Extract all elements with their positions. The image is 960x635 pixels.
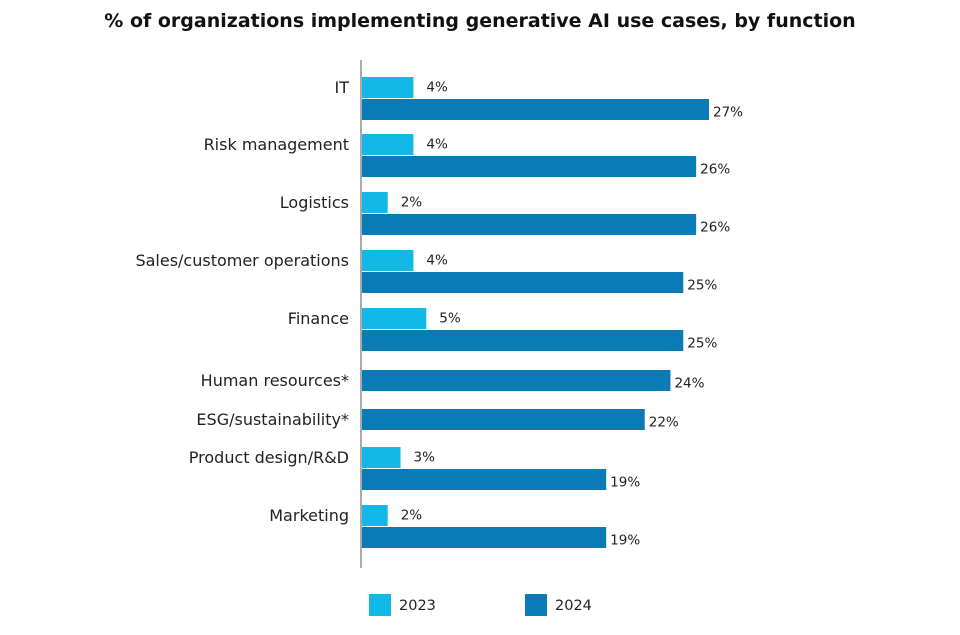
bar-2023 [362,192,388,213]
bar-2024 [362,409,645,430]
category-label: Product design/R&D [189,448,349,467]
category-label: Logistics [280,193,349,212]
bar-2024 [362,330,684,351]
data-label-2024: 26% [700,220,730,236]
bar-2024 [362,272,684,293]
data-label-2023: 5% [439,311,461,327]
category-label: Sales/customer operations [135,251,349,270]
data-label-2024: 19% [610,533,640,549]
bar-2023 [362,77,414,98]
data-label-2024: 27% [713,105,743,121]
bar-2023 [362,505,388,526]
category-label: Finance [288,309,349,328]
bar-2023 [362,250,414,271]
category-label: Marketing [269,506,349,525]
bar-2023 [362,134,414,155]
data-label-2024: 19% [610,475,640,491]
category-label: ESG/sustainability* [196,410,349,429]
legend-label-2023: 2023 [399,598,436,614]
bar-2024 [362,156,697,177]
chart-title: % of organizations implementing generati… [104,10,856,32]
category-label: IT [335,78,350,97]
bar-2024 [362,469,607,490]
bar-2024 [362,99,709,120]
legend-swatch-2023 [369,594,391,616]
bar-2024 [362,370,671,391]
data-label-2023: 4% [426,253,448,269]
data-label-2024: 25% [687,278,717,294]
category-label: Human resources* [201,371,349,390]
bar-2024 [362,214,697,235]
data-label-2023: 2% [401,195,423,211]
data-label-2024: 25% [687,336,717,352]
category-label: Risk management [204,135,349,154]
legend-swatch-2024 [525,594,547,616]
data-label-2024: 22% [649,415,679,431]
bar-2024 [362,527,607,548]
data-label-2024: 24% [674,376,704,392]
bar-2023 [362,447,401,468]
data-label-2023: 4% [426,137,448,153]
data-label-2023: 3% [414,450,436,466]
data-label-2023: 4% [426,80,448,96]
legend-label-2024: 2024 [555,598,592,614]
data-label-2023: 2% [401,508,423,524]
bar-2023 [362,308,427,329]
data-label-2024: 26% [700,162,730,178]
